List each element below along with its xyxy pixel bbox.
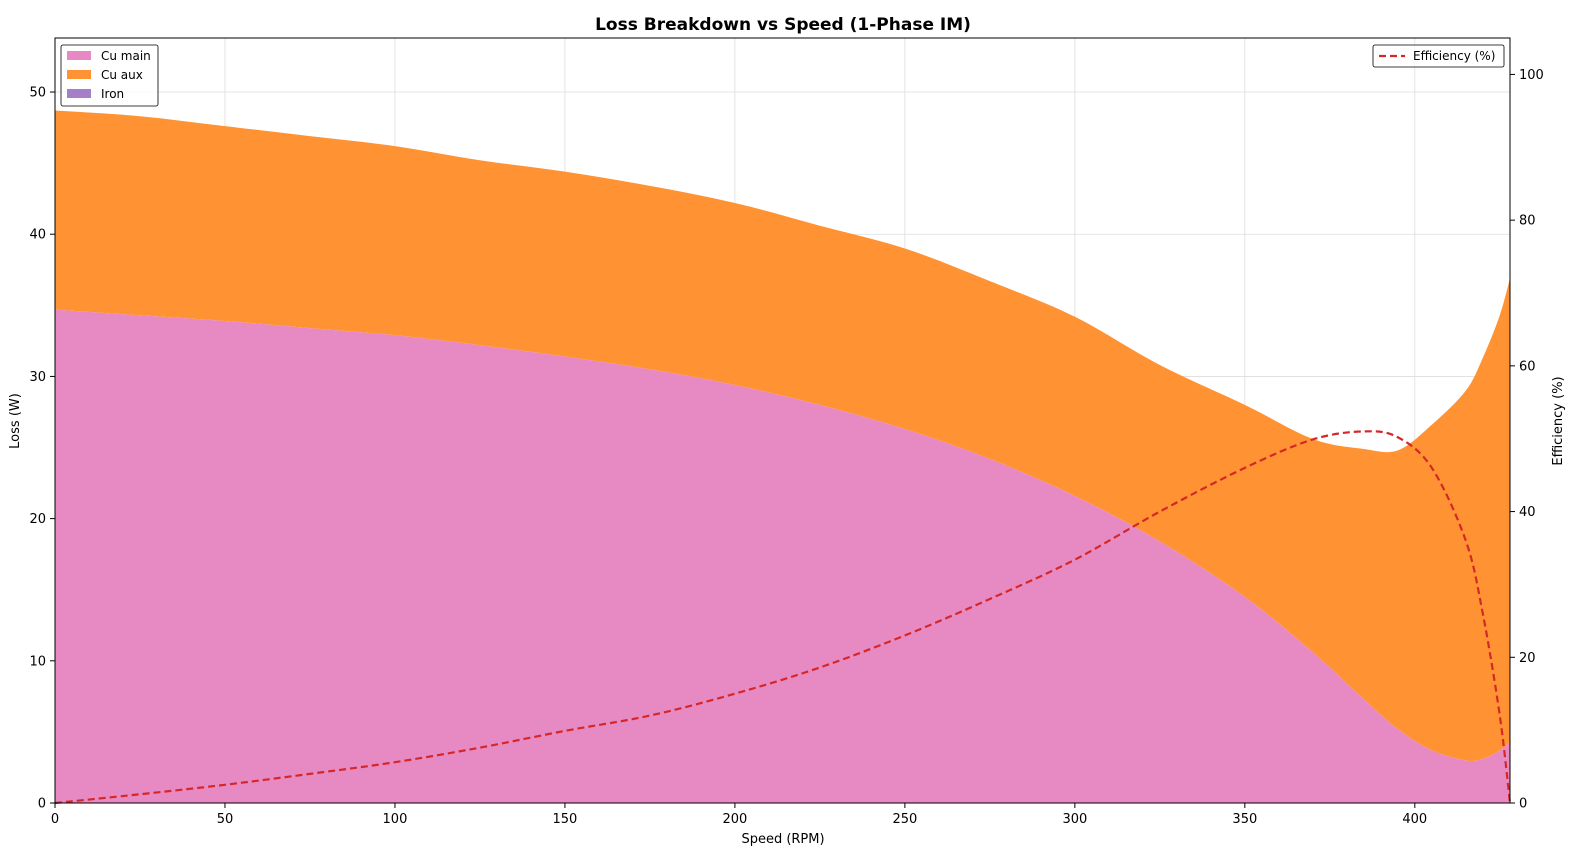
y-tick-label: 30 — [29, 370, 46, 385]
line-legend: Efficiency (%) — [1372, 44, 1505, 68]
y-tick-label: 0 — [38, 797, 46, 812]
y2-tick-label: 0 — [1519, 797, 1527, 812]
legend-swatch-iron — [67, 89, 91, 98]
y2-tick-label: 40 — [1519, 505, 1536, 520]
plot-frame — [54, 37, 1511, 804]
x-tick-label: 300 — [1062, 812, 1087, 827]
legend-label-cu-main: Cu main — [101, 49, 151, 63]
y2-tick-label: 100 — [1519, 68, 1544, 83]
line-legend-box — [1372, 44, 1505, 68]
x-tick-label: 100 — [383, 812, 408, 827]
x-tick-label: 150 — [553, 812, 578, 827]
stacked-areas — [55, 110, 1510, 803]
x-tick-label: 200 — [722, 812, 747, 827]
legend-label-cu-aux: Cu aux — [101, 68, 143, 82]
y-tick-label: 40 — [29, 228, 46, 243]
axes: 0 50 100 150 200 250 300 350 400 0 10 20 30 40 50 0 20 40… — [29, 68, 1543, 827]
x-tick-label: 350 — [1232, 812, 1257, 827]
x-tick-label: 400 — [1402, 812, 1427, 827]
y-tick-label: 20 — [29, 512, 46, 527]
x-tick-label: 0 — [51, 812, 59, 827]
y2-tick-label: 20 — [1519, 651, 1536, 666]
area-cu-main — [55, 309, 1510, 803]
x-axis-label: Speed (RPM) — [741, 832, 824, 847]
legend-label-iron: Iron — [101, 87, 124, 101]
x-tick-label: 50 — [217, 812, 234, 827]
area-cu-aux — [55, 110, 1510, 761]
y-axis-label: Loss (W) — [8, 393, 23, 449]
x-tick-label: 250 — [892, 812, 917, 827]
y2-tick-label: 80 — [1519, 214, 1536, 229]
y-tick-label: 10 — [29, 654, 46, 669]
legend-label-efficiency: Efficiency (%) — [1413, 49, 1495, 63]
y2-tick-label: 60 — [1519, 359, 1536, 374]
y2-axis-label: Efficiency (%) — [1551, 376, 1566, 465]
legend-swatch-cu-main — [67, 51, 91, 60]
chart-title: Loss Breakdown vs Speed (1-Phase IM) — [595, 15, 971, 35]
stack-legend: Cu main Cu aux Iron — [60, 44, 159, 107]
legend-swatch-cu-aux — [67, 70, 91, 79]
y-tick-label: 50 — [29, 86, 46, 101]
